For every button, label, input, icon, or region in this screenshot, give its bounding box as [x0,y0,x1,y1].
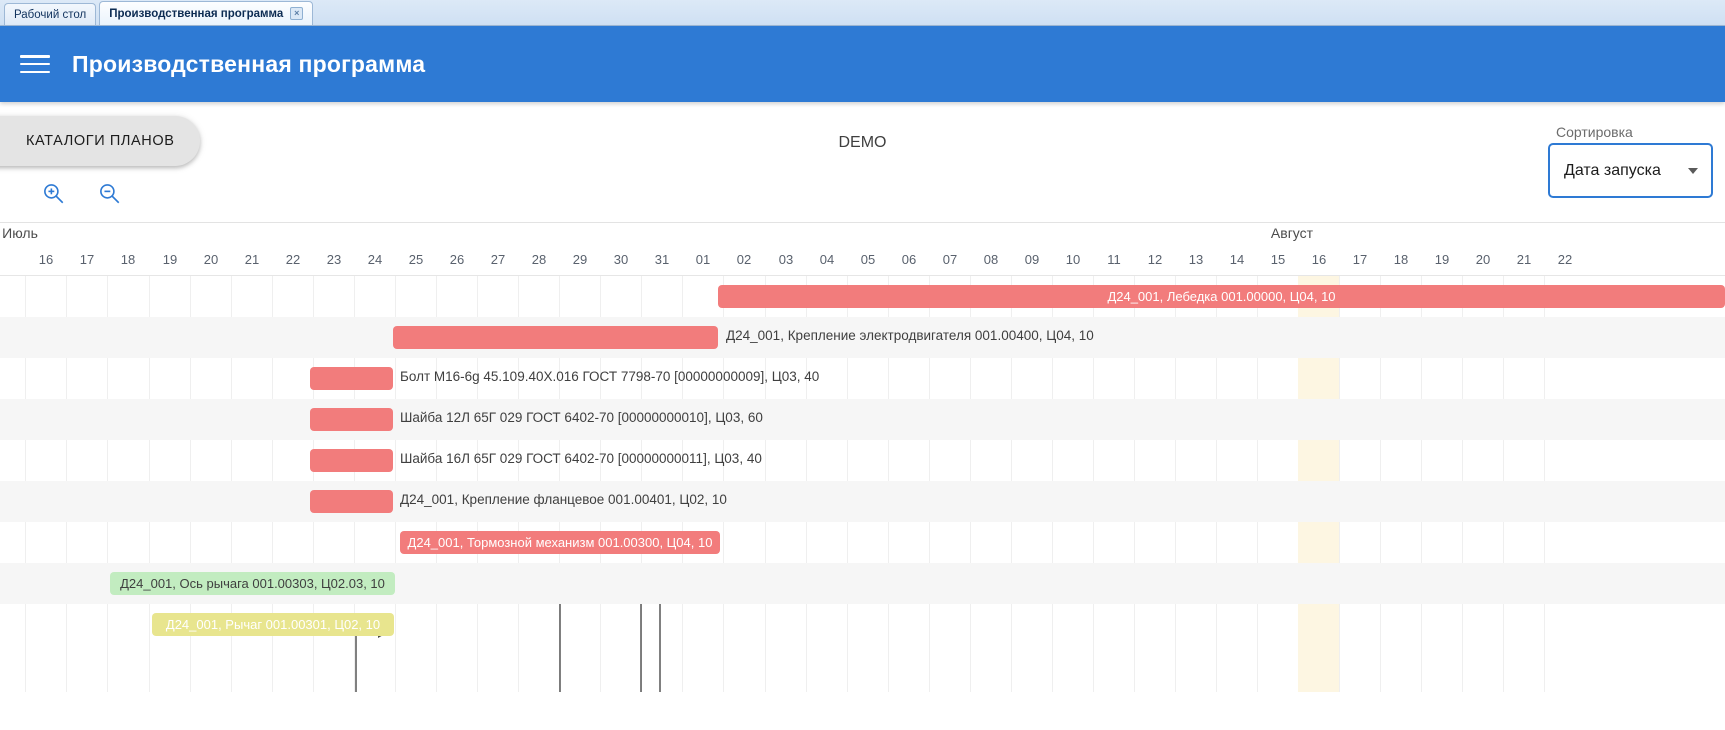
gantt-day-label: 11 [1107,252,1121,267]
gantt-day-label: 18 [120,252,136,267]
gantt-row: Шайба 16Л 65Г 029 ГОСТ 6402-70 [00000000… [0,440,1725,481]
gantt-row: Д24_001, Крепление фланцевое 001.00401, … [0,481,1725,522]
chevron-down-icon [1688,167,1698,174]
gantt-chart: Июль Август 16 17 18 19 20 21 22 23 24 25 26 27 28 29 3… [0,222,1725,692]
gantt-day-label: 09 [1024,252,1040,267]
gantt-month-header: Июль Август [0,223,1725,249]
hamburger-menu-icon[interactable] [20,52,50,76]
zoom-controls [40,180,122,206]
browser-tab-strip: Рабочий стол Производственная программа … [0,0,1725,26]
browser-tab-label: Рабочий стол [14,8,87,21]
gantt-day-label: 14 [1229,252,1245,267]
demo-label: DEMO [838,134,887,151]
sort-select[interactable]: Дата запуска [1548,143,1713,198]
gantt-day-label: 10 [1065,252,1081,267]
gantt-day-label: 06 [901,252,917,267]
browser-tab-production-program[interactable]: Производственная программа × [99,1,314,25]
gantt-day-label: 01 [695,252,711,267]
gantt-day-header: 16 17 18 19 20 21 22 23 24 25 26 27 28 29 30 31 01 02 03 04… [0,249,1725,276]
gantt-day-label: 20 [1475,252,1491,267]
catalogs-of-plans-button[interactable]: КАТАЛОГИ ПЛАНОВ [0,116,201,166]
toolbar: КАТАЛОГИ ПЛАНОВ DEMO Сортировка Дата зап… [0,102,1725,222]
gantt-day-label: 04 [819,252,835,267]
gantt-task-bar[interactable] [310,408,393,431]
gantt-day-label: 17 [1352,252,1368,267]
gantt-day-label: 20 [203,252,219,267]
gantt-day-label: 03 [778,252,794,267]
gantt-task-label: Шайба 16Л 65Г 029 ГОСТ 6402-70 [00000000… [400,451,762,466]
gantt-row: Д24_001, Крепление электродвигателя 001.… [0,317,1725,358]
gantt-row: Д24_001, Лебедка 001.00000, Ц04, 10 [0,276,1725,317]
gantt-day-label: 19 [1434,252,1450,267]
browser-tab-desktop[interactable]: Рабочий стол [4,3,97,25]
gantt-month-label: Август [1270,225,1314,241]
browser-tab-label: Производственная программа [109,7,284,20]
gantt-day-label: 28 [531,252,547,267]
gantt-row: Шайба 12Л 65Г 029 ГОСТ 6402-70 [00000000… [0,399,1725,440]
gantt-task-label: Д24_001, Крепление фланцевое 001.00401, … [400,492,727,507]
zoom-out-icon[interactable] [96,180,122,206]
gantt-day-label: 05 [860,252,876,267]
gantt-day-label: 16 [38,252,54,267]
page-title: Производственная программа [72,50,426,77]
gantt-day-label: 08 [983,252,999,267]
gantt-day-label: 02 [736,252,752,267]
gantt-day-label: 29 [572,252,588,267]
gantt-task-bar[interactable] [393,326,718,349]
gantt-task-bar[interactable] [310,449,393,472]
gantt-row: Д24_001, Ось рычага 001.00303, Ц02.03, 1… [0,563,1725,604]
gantt-day-label: 26 [449,252,465,267]
app-header: Производственная программа [0,26,1725,102]
gantt-day-label: 24 [367,252,383,267]
zoom-in-icon[interactable] [40,180,66,206]
gantt-day-label: 18 [1393,252,1409,267]
gantt-row: Д24_001, Тормозной механизм 001.00300, Ц… [0,522,1725,563]
gantt-day-label: 12 [1147,252,1163,267]
gantt-day-label: 21 [244,252,260,267]
gantt-task-label: Шайба 12Л 65Г 029 ГОСТ 6402-70 [00000000… [400,410,763,425]
gantt-day-label: 31 [654,252,670,267]
gantt-day-label: 30 [613,252,629,267]
gantt-day-label: 22 [285,252,301,267]
sort-control: Сортировка Дата запуска [1548,124,1713,198]
gantt-day-label: 16 [1311,252,1327,267]
gantt-task-label: Д24_001, Крепление электродвигателя 001.… [726,328,1094,343]
gantt-task-bar[interactable] [310,367,393,390]
close-icon[interactable]: × [290,7,304,20]
gantt-day-label: 25 [408,252,424,267]
gantt-task-bar[interactable]: Д24_001, Рычаг 001.00301, Ц02, 10 [152,613,394,636]
gantt-day-label: 27 [490,252,506,267]
gantt-day-label: 15 [1270,252,1286,267]
gantt-month-label: Июль [2,225,38,241]
gantt-day-label: 07 [942,252,958,267]
gantt-day-label: 22 [1557,252,1573,267]
gantt-task-bar[interactable] [310,490,393,513]
gantt-rows: Д24_001, Лебедка 001.00000, Ц04, 10 Д24_0… [0,276,1725,692]
gantt-row: Д24_001, Рычаг 001.00301, Ц02, 10 [0,604,1725,645]
gantt-task-bar[interactable]: Д24_001, Лебедка 001.00000, Ц04, 10 [718,285,1725,308]
gantt-task-bar[interactable]: Д24_001, Ось рычага 001.00303, Ц02.03, 1… [110,572,395,595]
sort-label: Сортировка [1556,124,1633,140]
sort-select-value: Дата запуска [1564,161,1661,179]
gantt-day-label: 17 [79,252,95,267]
gantt-day-label: 19 [162,252,178,267]
gantt-task-bar[interactable]: Д24_001, Тормозной механизм 001.00300, Ц… [400,531,720,554]
gantt-day-label: 23 [326,252,342,267]
gantt-day-label: 21 [1516,252,1532,267]
gantt-day-label: 13 [1188,252,1204,267]
gantt-task-label: Болт М16-6g 45.109.40Х.016 ГОСТ 7798-70 … [400,369,820,384]
gantt-row: Болт М16-6g 45.109.40Х.016 ГОСТ 7798-70 … [0,358,1725,399]
